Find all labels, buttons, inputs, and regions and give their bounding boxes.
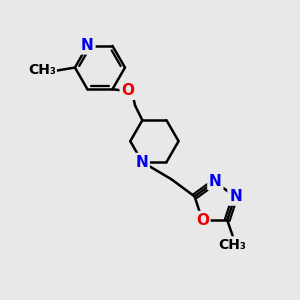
Text: N: N xyxy=(81,38,94,53)
Text: CH₃: CH₃ xyxy=(219,238,247,252)
Text: O: O xyxy=(121,83,134,98)
Text: O: O xyxy=(196,213,209,228)
Text: N: N xyxy=(209,174,222,189)
Text: N: N xyxy=(229,189,242,204)
Text: N: N xyxy=(135,154,148,169)
Text: CH₃: CH₃ xyxy=(28,64,56,77)
